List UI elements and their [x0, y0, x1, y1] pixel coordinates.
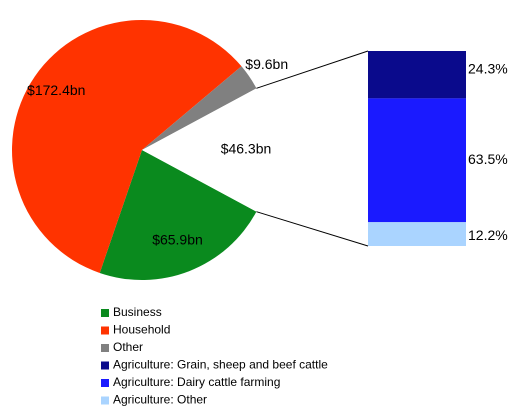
legend-swatch — [101, 379, 109, 387]
legend-swatch — [101, 309, 109, 317]
pie-slice — [11, 19, 242, 273]
pie-slice — [142, 88, 272, 212]
slice-label: $172.4bn — [27, 82, 85, 98]
legend-label: Agriculture: Other — [113, 393, 207, 407]
slice-label: $46.3bn — [221, 141, 272, 157]
legend-label: Agriculture: Dairy cattle farming — [113, 375, 280, 389]
legend-swatch — [101, 344, 109, 352]
connector — [256, 50, 369, 89]
legend-label: Household — [113, 323, 170, 337]
connector — [256, 211, 369, 247]
legend-swatch — [101, 326, 109, 335]
legend-label: Business — [113, 305, 162, 319]
bar-segment — [368, 51, 466, 99]
bar-segment — [368, 222, 466, 246]
legend-swatch — [101, 396, 109, 405]
legend-label: Other — [113, 340, 143, 354]
segment-label: 63.5% — [468, 151, 508, 167]
bar-segment — [368, 98, 466, 223]
pie-slice — [142, 66, 257, 150]
legend-label: Agriculture: Grain, sheep and beef cattl… — [113, 358, 328, 372]
segment-label: 24.3% — [468, 61, 508, 77]
slice-label: $65.9bn — [152, 232, 203, 248]
slice-label: $9.6bn — [245, 56, 288, 72]
pie-slice — [99, 150, 257, 280]
legend-swatch — [101, 361, 109, 370]
segment-label: 12.2% — [468, 227, 508, 243]
